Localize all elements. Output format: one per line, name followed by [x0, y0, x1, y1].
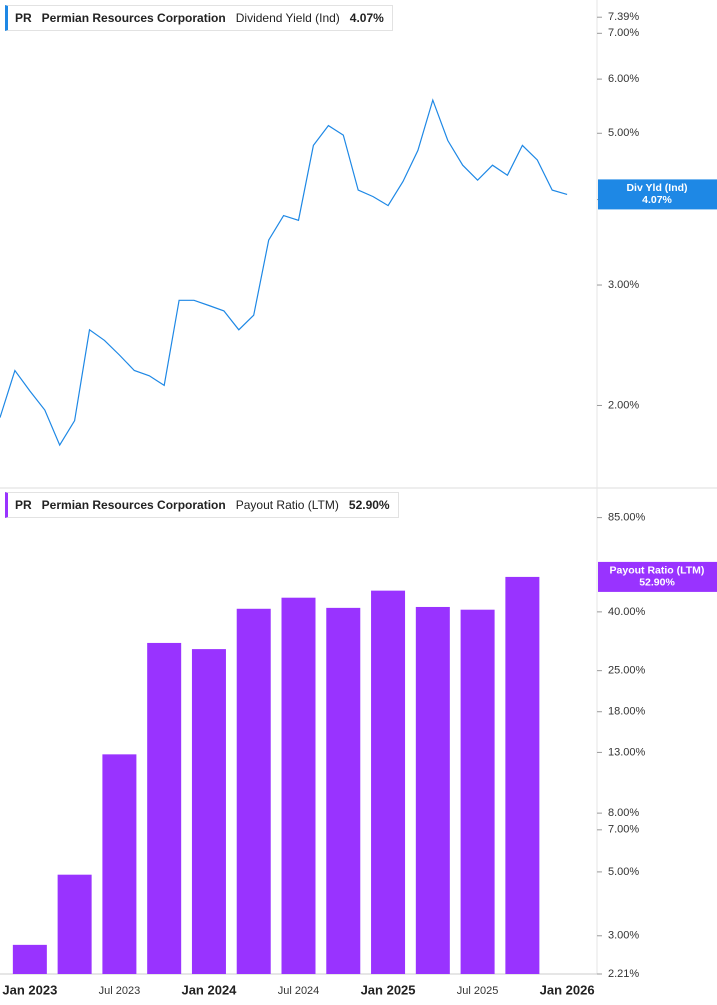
metric: Payout Ratio (LTM): [235, 498, 339, 512]
y-tick-label: 5.00%: [608, 127, 639, 139]
y-tick-label: 25.00%: [608, 665, 646, 677]
legend-header: PR Permian Resources Corporation Dividen…: [5, 5, 393, 31]
latest-value: 4.07%: [349, 11, 384, 25]
bar: [102, 754, 137, 974]
x-tick-label: Jul 2025: [457, 985, 499, 997]
bar: [281, 597, 316, 974]
y-tick-label: 3.00%: [608, 279, 639, 291]
x-tick-label: Jul 2023: [99, 985, 141, 997]
x-tick-label: Jan 2024: [181, 982, 237, 997]
y-tick-label: 85.00%: [608, 512, 646, 524]
bar: [505, 576, 540, 974]
legend-header: PR Permian Resources Corporation Payout …: [5, 492, 399, 518]
ticker: PR: [15, 498, 32, 512]
metric: Dividend Yield (Ind): [235, 11, 340, 25]
y-tick-label: 5.00%: [608, 866, 639, 878]
badge-value: 4.07%: [642, 194, 672, 206]
y-tick-label: 7.39%: [608, 11, 639, 23]
y-tick-label: 2.21%: [608, 968, 639, 980]
company: Permian Resources Corporation: [41, 498, 226, 512]
bar: [415, 606, 450, 974]
value-badge: [598, 561, 717, 592]
badge-value: 52.90%: [639, 577, 675, 589]
bar: [12, 944, 47, 974]
bar: [191, 649, 226, 974]
y-tick-label: 7.00%: [608, 27, 639, 39]
x-tick-label: Jan 2026: [540, 982, 595, 997]
badge-label: Div Yld (Ind): [626, 182, 687, 194]
y-tick-label: 13.00%: [608, 746, 646, 758]
y-tick-label: 40.00%: [608, 606, 646, 618]
badge-label: Payout Ratio (LTM): [610, 565, 705, 577]
y-tick-label: 6.00%: [608, 73, 639, 85]
value-badge: [598, 179, 717, 210]
x-tick-label: Jul 2024: [278, 985, 320, 997]
x-tick-label: Jan 2023: [2, 982, 57, 997]
bar: [326, 607, 361, 974]
latest-value: 52.90%: [348, 498, 390, 512]
company: Permian Resources Corporation: [41, 11, 226, 25]
y-tick-label: 18.00%: [608, 706, 646, 718]
ticker: PR: [15, 11, 32, 25]
bar: [57, 874, 92, 974]
data-line: [0, 98, 568, 447]
bar: [236, 608, 271, 974]
y-tick-label: 3.00%: [608, 930, 639, 942]
y-tick-label: 2.00%: [608, 399, 639, 411]
y-tick-label: 7.00%: [608, 824, 639, 836]
y-tick-label: 8.00%: [608, 807, 639, 819]
bar: [460, 609, 495, 974]
bar: [371, 590, 406, 974]
bar: [147, 642, 182, 974]
x-tick-label: Jan 2025: [361, 982, 416, 997]
